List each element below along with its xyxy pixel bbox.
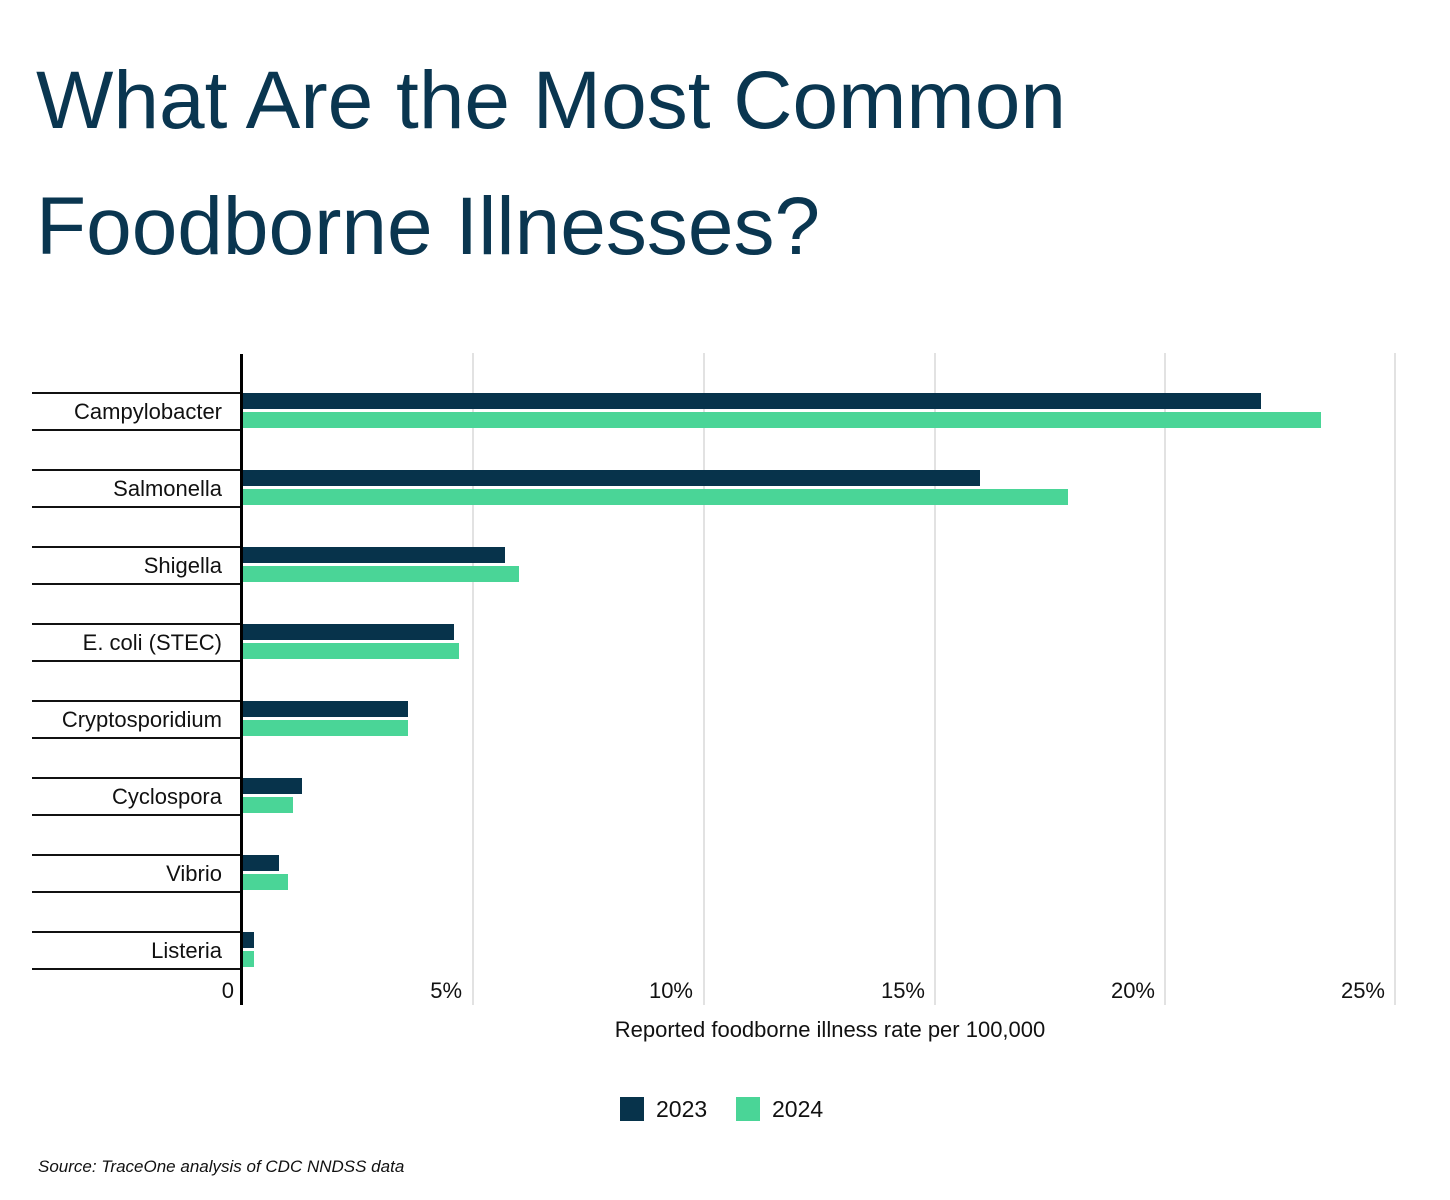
row-divider-top xyxy=(32,777,241,779)
row-divider-bottom xyxy=(32,891,241,893)
row-divider-top xyxy=(32,854,241,856)
category-label-salmonella: Salmonella xyxy=(113,476,222,501)
bar-shigella-2023 xyxy=(243,547,505,563)
legend-label-2023: 2023 xyxy=(656,1095,708,1122)
bar-salmonella-2023 xyxy=(243,470,980,486)
bar-cyclospora-2024 xyxy=(243,797,293,813)
row-divider-top xyxy=(32,392,241,394)
category-label-vibrio: Vibrio xyxy=(166,861,222,886)
gridline-25 xyxy=(1394,353,1396,1005)
bar-vibrio-2023 xyxy=(243,855,279,871)
bar-e-coli-stec-2024 xyxy=(243,643,459,659)
bar-vibrio-2024 xyxy=(243,874,289,890)
row-divider-top xyxy=(32,546,241,548)
category-label-shigella: Shigella xyxy=(143,553,222,578)
x-tick-5: 5% xyxy=(430,978,462,1003)
gridline-10 xyxy=(703,353,705,1005)
row-divider-bottom xyxy=(32,814,241,816)
source-note: Source: TraceOne analysis of CDC NNDSS d… xyxy=(38,1157,405,1176)
chart-title-line-1: What Are the Most Common xyxy=(36,55,1066,146)
bar-campylobacter-2024 xyxy=(243,412,1322,428)
bar-salmonella-2024 xyxy=(243,489,1068,505)
row-divider-bottom xyxy=(32,429,241,431)
x-tick-10: 10% xyxy=(648,978,693,1003)
row-divider-top xyxy=(32,700,241,702)
category-label-e-coli-stec: E. coli (STEC) xyxy=(82,630,222,655)
row-divider-top xyxy=(32,623,241,625)
gridline-5 xyxy=(472,353,474,1005)
bar-e-coli-stec-2023 xyxy=(243,624,455,640)
chart-title: What Are the Most Common Foodborne Illne… xyxy=(36,38,1416,290)
legend-item-2023: 2023 xyxy=(620,1092,707,1126)
x-tick-15: 15% xyxy=(880,978,925,1003)
gridline-15 xyxy=(934,353,936,1005)
category-label-cyclospora: Cyclospora xyxy=(111,784,222,809)
x-tick-25: 25% xyxy=(1340,978,1385,1003)
bar-campylobacter-2023 xyxy=(243,393,1262,409)
category-label-campylobacter: Campylobacter xyxy=(74,399,222,424)
legend: 2023 2024 xyxy=(0,1092,1450,1126)
bar-listeria-2023 xyxy=(243,932,254,948)
legend-label-2024: 2024 xyxy=(772,1095,824,1122)
category-label-listeria: Listeria xyxy=(151,938,222,963)
x-tick-0: 0 xyxy=(221,978,234,1003)
bar-cyclospora-2023 xyxy=(243,778,302,794)
category-label-cryptosporidium: Cryptosporidium xyxy=(61,707,222,732)
bar-cryptosporidium-2023 xyxy=(243,701,409,717)
row-divider-bottom xyxy=(32,506,241,508)
legend-swatch-2023 xyxy=(620,1097,644,1121)
bar-shigella-2024 xyxy=(243,566,519,582)
row-divider-top xyxy=(32,469,241,471)
x-axis-label: Reported foodborne illness rate per 100,… xyxy=(614,1017,1046,1042)
row-divider-bottom xyxy=(32,583,241,585)
y-axis-line xyxy=(240,354,243,1005)
chart-title-line-2: Foodborne Illnesses? xyxy=(36,181,821,272)
row-divider-bottom xyxy=(32,737,241,739)
row-divider-bottom xyxy=(32,660,241,662)
legend-item-2024: 2024 xyxy=(736,1092,823,1126)
row-divider-bottom xyxy=(32,968,241,970)
row-divider-top xyxy=(32,931,241,933)
legend-swatch-2024 xyxy=(736,1097,760,1121)
x-tick-20: 20% xyxy=(1110,978,1155,1003)
gridline-20 xyxy=(1164,353,1166,1005)
bar-cryptosporidium-2024 xyxy=(243,720,409,736)
bar-listeria-2024 xyxy=(243,951,254,967)
